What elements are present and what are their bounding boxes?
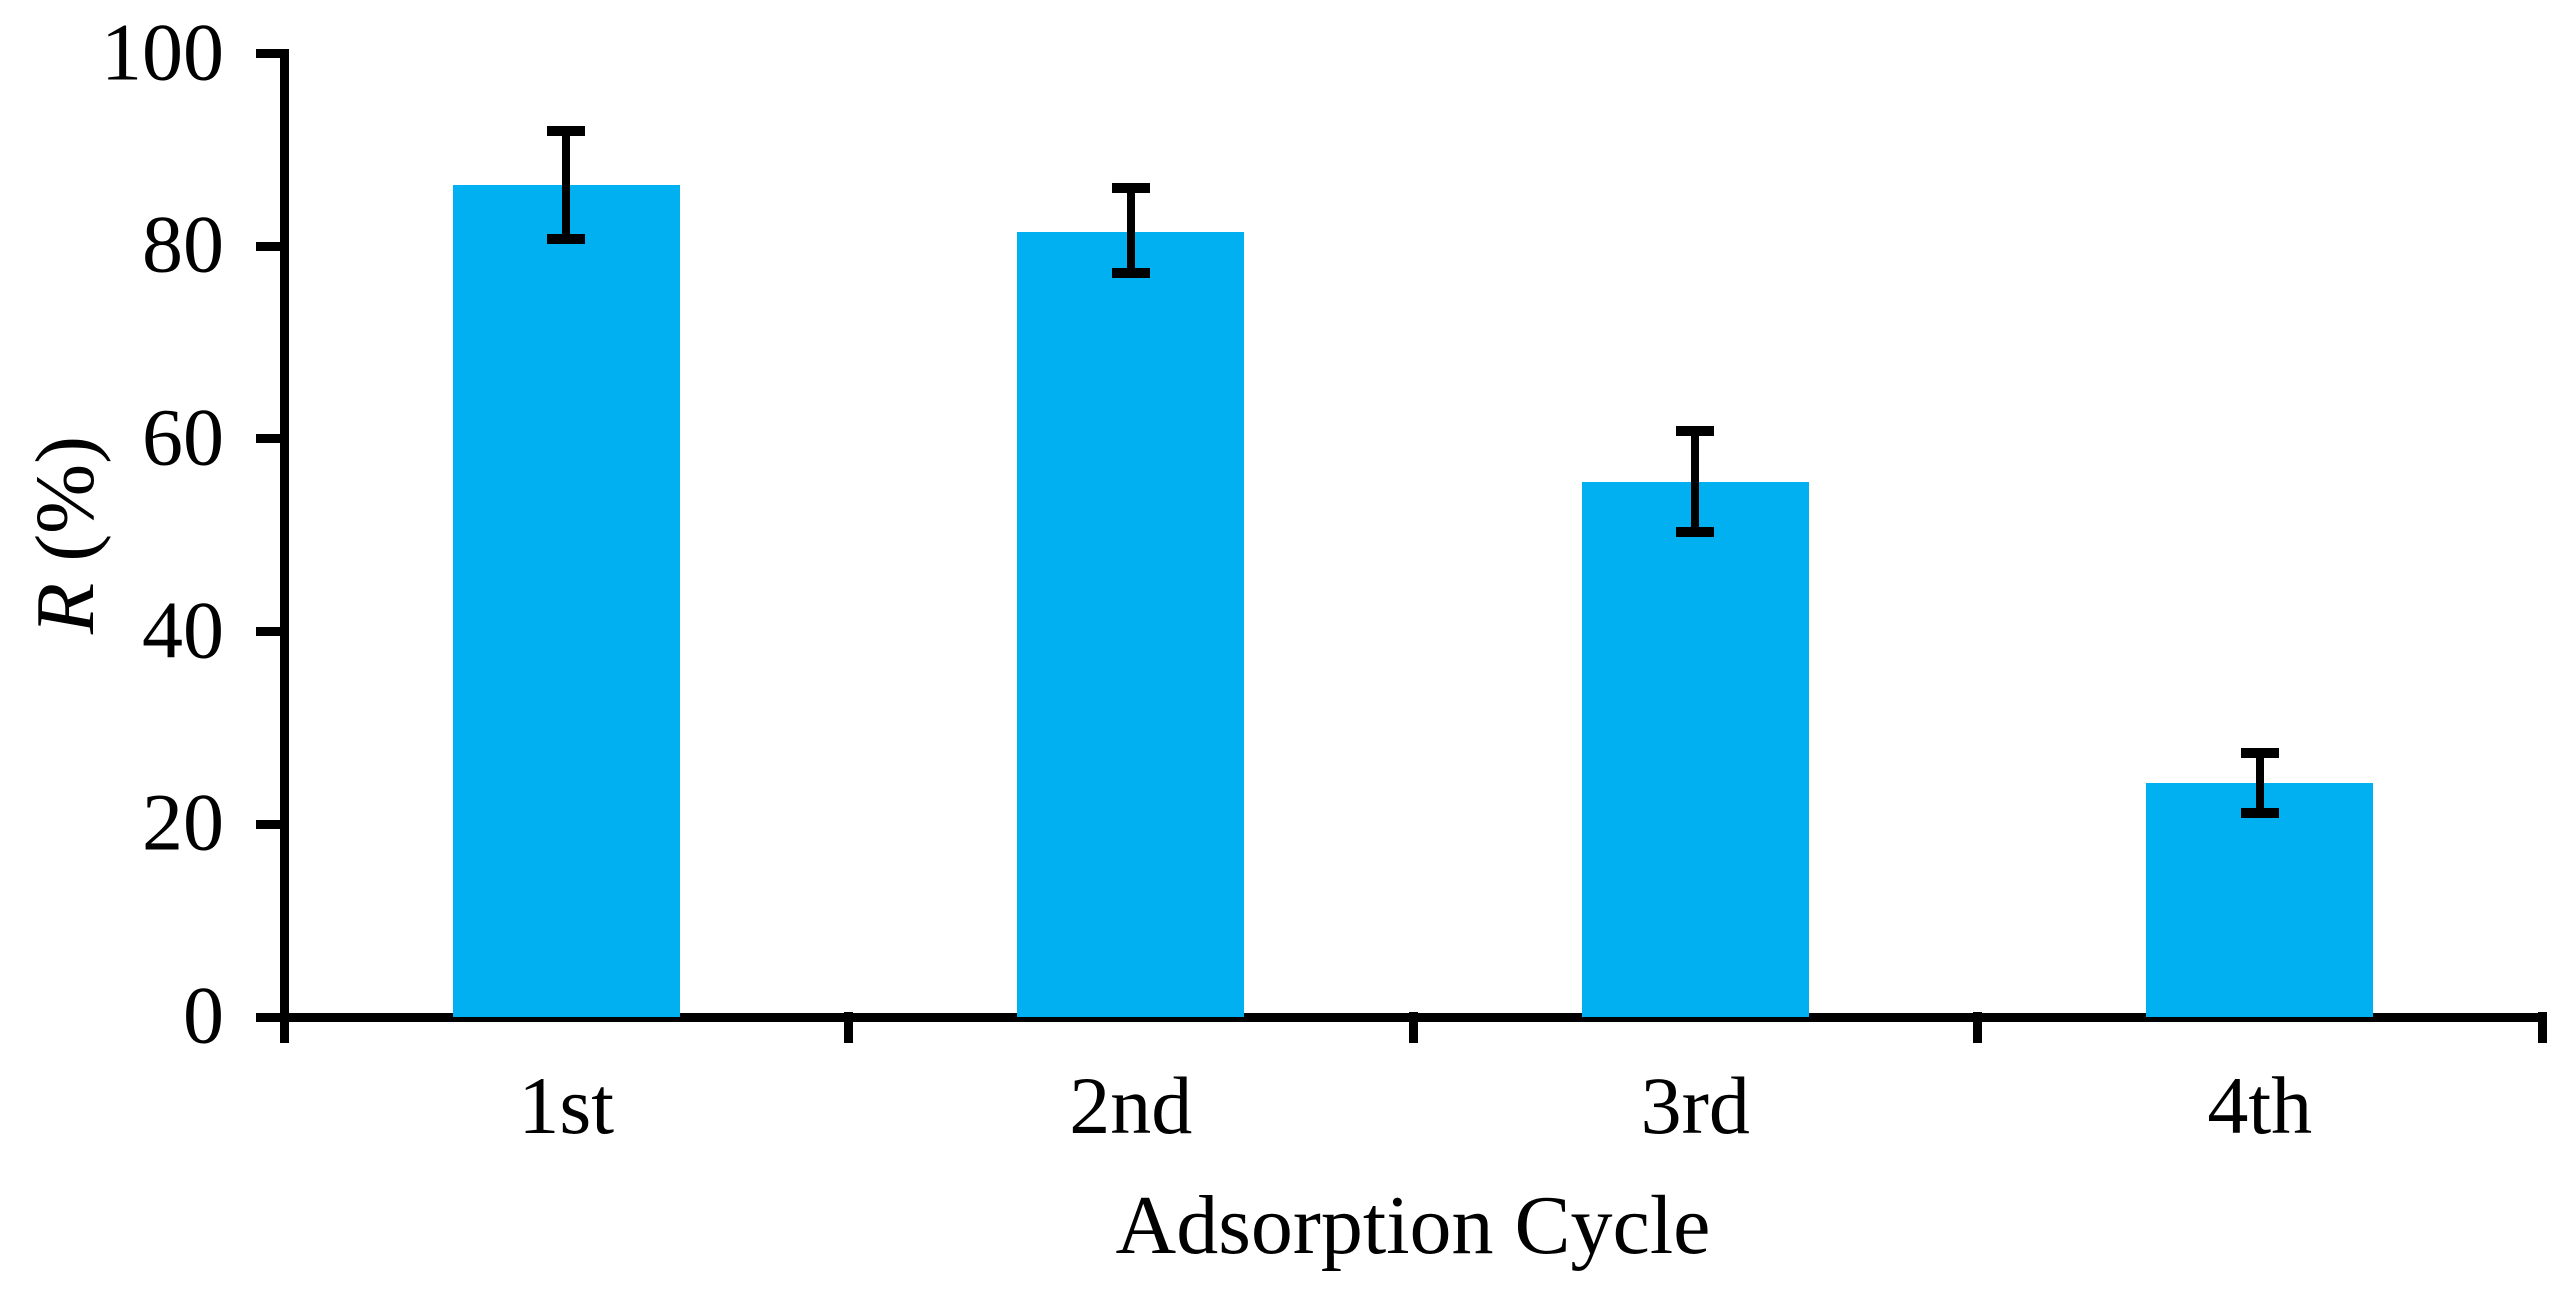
y-tick-mark — [256, 819, 288, 829]
x-tick-mark — [1973, 1012, 1982, 1043]
bar — [1017, 231, 1245, 1017]
y-tick-mark — [256, 241, 288, 251]
error-bar-cap-top — [1111, 183, 1150, 194]
category-label: 1st — [518, 1060, 615, 1151]
x-tick-mark — [1408, 1012, 1418, 1043]
y-axis-title-symbol: R — [19, 582, 112, 635]
y-tick-label: 80 — [142, 198, 224, 290]
error-bar-line — [2255, 753, 2264, 813]
y-axis-line — [279, 49, 289, 1043]
x-axis-title: Adsorption Cycle — [1115, 1179, 1711, 1272]
error-bar-line — [1691, 431, 1700, 533]
error-bar-line — [1126, 188, 1135, 274]
x-tick-mark — [279, 1012, 289, 1043]
bar — [2146, 782, 2374, 1017]
category-label: 4th — [2207, 1060, 2313, 1151]
error-bar-cap-top — [2240, 748, 2279, 758]
y-tick-mark — [256, 434, 288, 444]
error-bar-cap-bottom — [1111, 268, 1150, 279]
bar — [452, 185, 680, 1017]
x-tick-mark — [2537, 1012, 2547, 1043]
category-label: 3rd — [1640, 1060, 1750, 1151]
error-bar-cap-top — [547, 125, 586, 136]
bar — [1581, 482, 1809, 1017]
y-tick-label: 0 — [183, 969, 224, 1061]
x-axis-line — [256, 1012, 2546, 1022]
error-bar-line — [562, 130, 571, 240]
y-tick-label: 20 — [142, 776, 224, 868]
error-bar-cap-bottom — [1676, 527, 1715, 538]
y-axis-title: R (%) — [19, 436, 112, 634]
error-bar-cap-bottom — [547, 234, 586, 245]
y-tick-mark — [256, 627, 288, 637]
y-axis-title-unit: (%) — [19, 435, 112, 583]
y-tick-label: 100 — [101, 5, 224, 97]
x-tick-mark — [844, 1012, 853, 1043]
category-label: 2nd — [1069, 1060, 1193, 1151]
y-tick-mark — [256, 1012, 288, 1022]
y-tick-mark — [256, 49, 288, 58]
error-bar-cap-top — [1676, 426, 1715, 437]
y-tick-label: 40 — [142, 583, 224, 675]
error-bar-cap-bottom — [2240, 807, 2279, 818]
y-tick-label: 60 — [142, 391, 224, 483]
